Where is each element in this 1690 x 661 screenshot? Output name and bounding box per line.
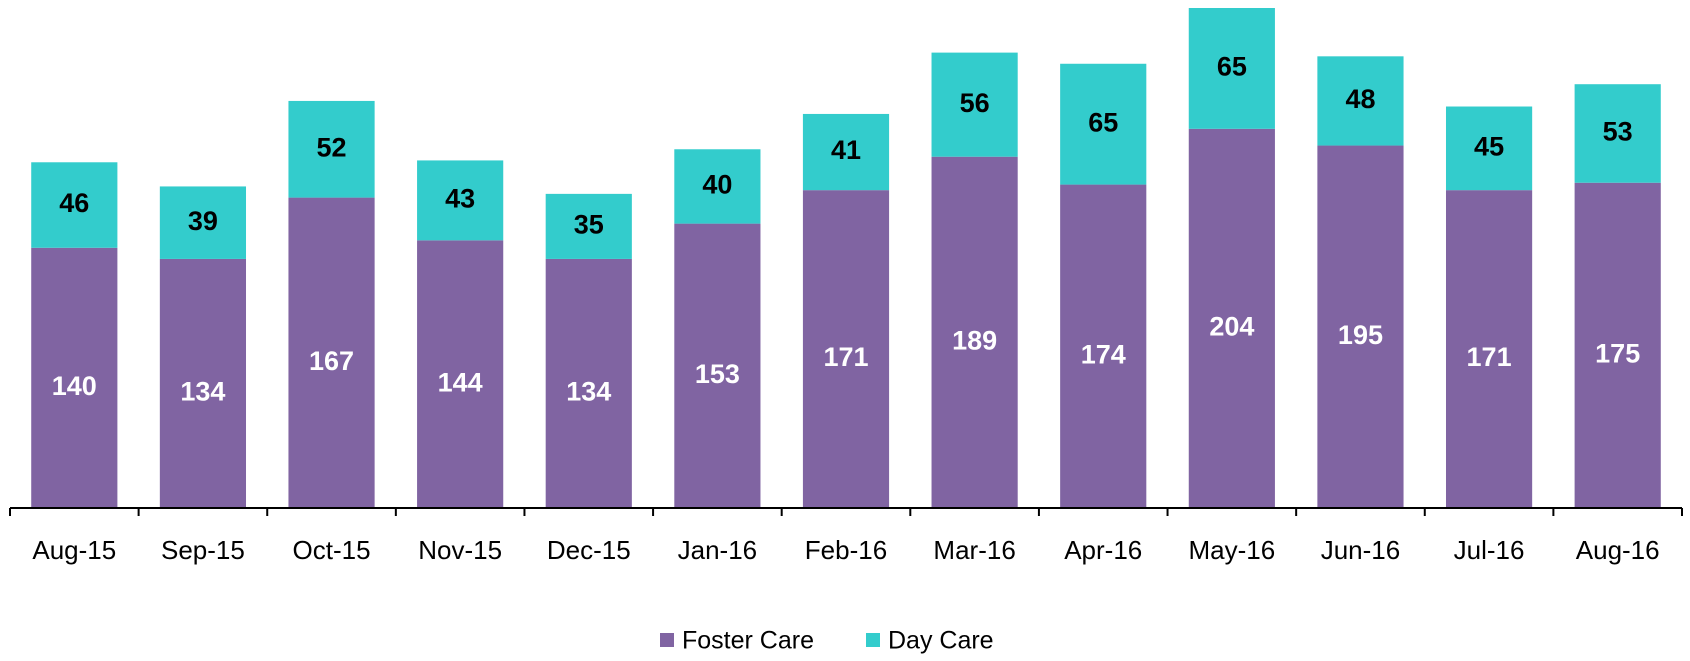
bar-segment [1574, 182, 1661, 508]
x-tick-label: Jan-16 [678, 535, 758, 565]
data-label: 52 [317, 132, 347, 162]
data-label: 174 [1081, 339, 1126, 369]
data-label: 65 [1088, 107, 1118, 137]
data-label: 171 [1467, 342, 1512, 372]
data-label: 189 [952, 325, 997, 355]
data-label: 48 [1345, 84, 1375, 114]
data-label: 171 [823, 342, 868, 372]
bar-segment [31, 247, 118, 508]
bar-segment [1445, 106, 1533, 191]
bar-segment [1060, 184, 1147, 508]
x-tick-label: Apr-16 [1064, 535, 1142, 565]
data-label: 140 [52, 371, 97, 401]
x-tick-label: May-16 [1188, 535, 1275, 565]
x-tick-label: Nov-15 [418, 535, 502, 565]
legend-label: Foster Care [682, 627, 814, 655]
bar-segment [288, 100, 375, 198]
data-label: 40 [702, 170, 732, 200]
x-tick-label: Oct-15 [293, 535, 371, 565]
data-label: 53 [1603, 117, 1633, 147]
data-label: 45 [1474, 131, 1504, 161]
bar-segment [1317, 56, 1404, 146]
bar-segment [1188, 128, 1275, 508]
data-label: 56 [960, 88, 990, 118]
bar-segment [31, 162, 118, 248]
bar-segment [288, 197, 375, 509]
data-label: 153 [695, 359, 740, 389]
data-label: 35 [574, 210, 604, 240]
bar-segment [159, 258, 247, 508]
data-label: 65 [1217, 52, 1247, 82]
x-tick-label: Jul-16 [1454, 535, 1525, 565]
data-label: 134 [566, 377, 611, 407]
x-tick-label: Aug-16 [1576, 535, 1660, 565]
bar-segment [802, 113, 890, 191]
data-label: 41 [831, 135, 861, 165]
x-tick-label: Mar-16 [933, 535, 1015, 565]
bar-segment [1317, 145, 1404, 509]
data-label: 167 [309, 346, 354, 376]
bar-segment [802, 190, 890, 508]
bar-segment [1574, 84, 1661, 183]
legend-swatch [866, 633, 880, 647]
bar-segment [931, 156, 1018, 508]
x-tick-label: Sep-15 [161, 535, 245, 565]
data-label: 195 [1338, 320, 1383, 350]
bar-segment [1060, 63, 1147, 185]
x-tick-label: Dec-15 [547, 535, 631, 565]
data-label: 175 [1595, 338, 1640, 368]
bar-segment [159, 186, 247, 259]
legend-label: Day Care [888, 627, 994, 655]
bar-segment [545, 193, 632, 259]
x-tick-label: Jun-16 [1321, 535, 1401, 565]
data-label: 39 [188, 206, 218, 236]
bar-segment [674, 223, 761, 508]
bar-segment [417, 240, 504, 508]
bar-segment [1445, 190, 1533, 508]
data-label: 144 [438, 367, 483, 397]
data-label: 204 [1209, 312, 1254, 342]
bar-segment [1188, 8, 1275, 129]
legend-swatch [660, 633, 674, 647]
data-label: 134 [180, 377, 225, 407]
bar-segment [545, 258, 632, 508]
x-tick-label: Feb-16 [805, 535, 887, 565]
bar-segment [674, 149, 761, 224]
data-label: 46 [59, 188, 89, 218]
bar-segment [417, 160, 504, 241]
x-tick-label: Aug-15 [32, 535, 116, 565]
bar-segment [931, 52, 1018, 157]
data-label: 43 [445, 184, 475, 214]
